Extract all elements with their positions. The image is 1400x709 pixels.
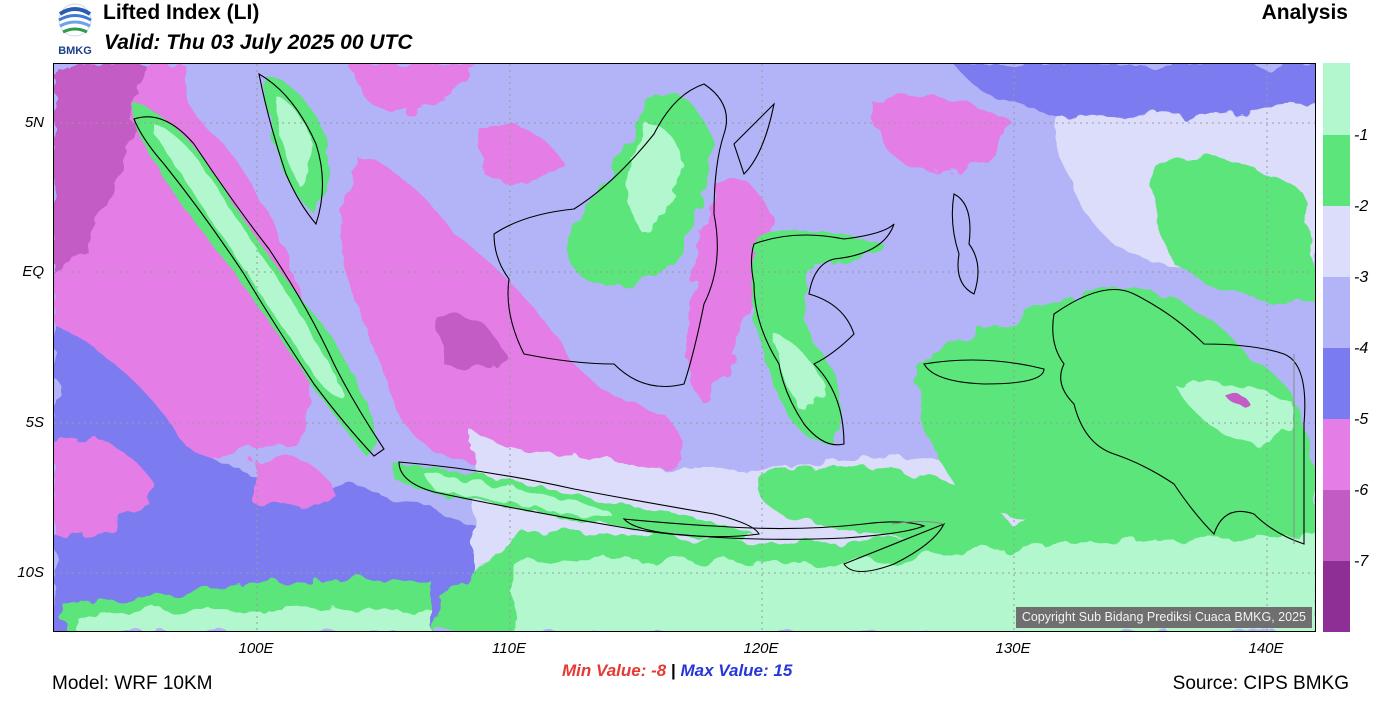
colorbar-swatch-7 — [1323, 561, 1350, 632]
colorbar-swatch-6 — [1323, 490, 1350, 561]
field-central-dark — [434, 312, 504, 372]
colorbar-label-7: -7 — [1354, 553, 1369, 570]
field-north-magenta — [874, 97, 1014, 174]
colorbar-swatch-0 — [1323, 63, 1350, 135]
lon-label-100e: 100E — [238, 640, 274, 657]
coast-sulawesi — [750, 223, 895, 446]
lon-label-110e: 110E — [492, 640, 526, 657]
lon-label-120e: 120E — [743, 640, 779, 657]
field-sumatra-mint — [154, 124, 344, 397]
field-central-magenta — [340, 154, 682, 474]
bmkg-logo: BMKG — [52, 2, 98, 60]
field-ne-blue — [954, 64, 1315, 118]
analysis-label: Analysis — [1261, 1, 1348, 24]
field-ne-green — [1151, 158, 1315, 304]
max-value: 15 — [773, 661, 793, 680]
colorbar — [1323, 63, 1350, 632]
colorbar-label-6: -6 — [1354, 482, 1369, 499]
coast-borneo — [493, 83, 728, 388]
coastlines — [133, 72, 1306, 573]
bmkg-logo-icon — [58, 3, 92, 37]
lat-label-10s: 10S — [17, 564, 44, 581]
field-java-mint — [424, 474, 614, 519]
border-lines — [891, 354, 1295, 544]
field-sw-mint — [74, 608, 434, 631]
colorbar-swatch-3 — [1323, 277, 1350, 348]
colorbar-label-2: -2 — [1354, 198, 1369, 215]
coast-sumatra — [133, 116, 385, 457]
chart-title: Lifted Index (LI) — [103, 1, 260, 24]
coast-java — [398, 461, 760, 538]
colorbar-label-1: -1 — [1354, 127, 1369, 144]
coast-malaya — [258, 72, 324, 226]
colorbar-label-4: -4 — [1354, 340, 1369, 357]
field-west-dark — [54, 64, 144, 274]
coast-seram — [923, 359, 1045, 385]
lat-label-5s: 5S — [25, 414, 44, 431]
source-label: Source: CIPS BMKG — [1172, 673, 1349, 694]
map-gridlines — [54, 64, 1315, 631]
field-sw-magenta — [54, 439, 154, 536]
min-value-label: Min Value: — [562, 661, 647, 680]
coast-halmahera — [951, 193, 979, 295]
min-value: -8 — [651, 661, 667, 680]
coast-papua — [1052, 288, 1306, 545]
logo-text: BMKG — [58, 45, 92, 57]
field-banda-green — [754, 466, 1014, 538]
field-sulawesi-mint — [774, 334, 824, 410]
field-sw-magenta-2 — [254, 458, 334, 508]
coast-philippines — [733, 102, 775, 176]
lon-label-130e: 130E — [995, 640, 1031, 657]
colorbar-swatches — [1323, 63, 1350, 632]
field-sw-blue — [54, 324, 514, 631]
lat-label-5n: 5N — [24, 114, 44, 131]
field-north-magenta-2 — [474, 122, 564, 182]
field-makassar-magenta — [686, 179, 774, 404]
model-label: Model: WRF 10KM — [52, 673, 213, 694]
field-borneo-mint — [628, 124, 684, 234]
valid-time: Valid: Thu 03 July 2025 00 UTC — [104, 31, 413, 54]
li-map — [54, 64, 1315, 631]
map-panel: Copyright Sub Bidang Prediksi Cuaca BMKG… — [53, 63, 1316, 632]
field-malaya-mint — [274, 94, 313, 189]
colorbar-swatch-2 — [1323, 206, 1350, 277]
field-sulawesi-green — [751, 230, 884, 444]
lat-label-eq: EQ — [22, 263, 44, 280]
max-value-label: Max Value: — [680, 661, 769, 680]
colorbar-label-5: -5 — [1354, 411, 1369, 428]
coast-bali-nusa — [622, 518, 926, 540]
field-se-mint — [514, 534, 1315, 631]
colorbar-swatch-4 — [1323, 348, 1350, 419]
coast-timor — [843, 522, 946, 573]
min-max-separator: | — [670, 661, 676, 680]
copyright-notice: Copyright Sub Bidang Prediksi Cuaca BMKG… — [1015, 607, 1312, 628]
field-papua-magenta — [1224, 392, 1249, 406]
colorbar-swatch-5 — [1323, 419, 1350, 490]
field-papua-green — [914, 284, 1315, 549]
colorbar-label-3: -3 — [1354, 269, 1369, 286]
field-north-magenta-3 — [354, 64, 474, 114]
colorbar-swatch-1 — [1323, 135, 1350, 206]
field-papua-mint — [1174, 381, 1296, 444]
lon-label-140e: 140E — [1248, 640, 1284, 657]
min-max-values: Min Value: -8 | Max Value: 15 — [562, 661, 792, 681]
